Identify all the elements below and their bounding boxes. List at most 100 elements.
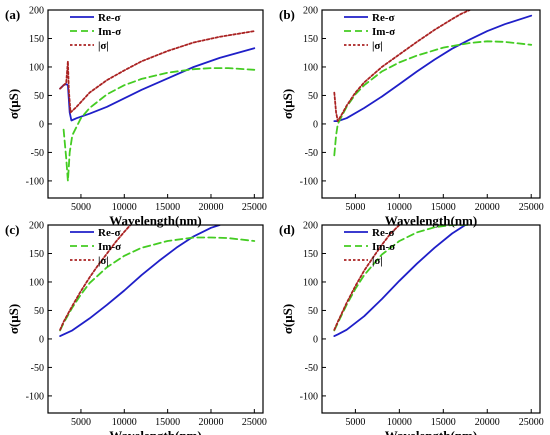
series-line bbox=[333, 225, 401, 331]
legend-entry: Re-σ bbox=[372, 227, 394, 239]
x-tick-label: 5000 bbox=[345, 202, 365, 213]
x-tick-label: 15000 bbox=[155, 417, 180, 428]
y-tick-label: 100 bbox=[29, 277, 44, 288]
series-line bbox=[59, 225, 221, 338]
legend-entry: Im-σ bbox=[98, 26, 121, 38]
x-tick-label: 10000 bbox=[387, 417, 412, 428]
panel-label: (b) bbox=[279, 7, 295, 22]
legend-entry: |σ| bbox=[372, 40, 383, 52]
x-tick-label: 25000 bbox=[519, 417, 544, 428]
y-tick-label: -50 bbox=[31, 363, 44, 374]
chart-panel: 5000 10000 15000 20000 25000 -100 -50 0 50 100 150… bbox=[5, 221, 267, 435]
legend: Re-σ Im-σ |σ| bbox=[344, 227, 395, 267]
y-tick-label: -50 bbox=[305, 363, 318, 374]
panel-label: (a) bbox=[5, 7, 20, 22]
panel-label: (c) bbox=[5, 222, 19, 237]
y-tick-label: 150 bbox=[303, 249, 318, 260]
x-tick-label: 5000 bbox=[71, 202, 91, 213]
y-tick-label: 150 bbox=[303, 34, 318, 45]
y-tick-label: 0 bbox=[313, 334, 318, 345]
legend-entry: |σ| bbox=[98, 40, 109, 52]
y-tick-label: -100 bbox=[300, 176, 318, 187]
series-group bbox=[59, 30, 256, 182]
y-tick-label: -50 bbox=[31, 148, 44, 159]
x-tick-label: 10000 bbox=[112, 417, 137, 428]
series-line bbox=[333, 225, 471, 332]
series-group bbox=[333, 225, 471, 338]
plot-frame bbox=[321, 224, 541, 414]
panel-label: (d) bbox=[279, 222, 295, 237]
legend: Re-σ Im-σ |σ| bbox=[70, 227, 121, 267]
y-axis-label: σ(μS) bbox=[280, 304, 295, 334]
y-tick-label: 150 bbox=[29, 34, 44, 45]
y-tick-label: 0 bbox=[39, 119, 44, 130]
x-tick-label: 20000 bbox=[198, 417, 223, 428]
plot-frame bbox=[321, 9, 541, 199]
plot-frame bbox=[47, 224, 264, 414]
y-tick-label: -100 bbox=[26, 176, 44, 187]
series-line bbox=[59, 30, 256, 114]
x-tick-label: 10000 bbox=[112, 202, 137, 213]
x-axis-label: Wavelength(nm) bbox=[109, 428, 201, 435]
x-tick-label: 10000 bbox=[387, 202, 412, 213]
y-tick-label: 50 bbox=[308, 306, 318, 317]
y-tick-label: 100 bbox=[29, 62, 44, 73]
series-line bbox=[62, 67, 256, 182]
x-tick-label: 20000 bbox=[198, 202, 223, 213]
y-tick-label: -100 bbox=[300, 391, 318, 402]
y-tick-label: -50 bbox=[305, 148, 318, 159]
legend-entry: Im-σ bbox=[372, 241, 395, 253]
y-tick-label: 100 bbox=[303, 277, 318, 288]
legend: Re-σ Im-σ |σ| bbox=[344, 12, 395, 52]
series-line bbox=[333, 14, 533, 122]
y-tick-label: 50 bbox=[34, 91, 44, 102]
y-tick-label: 150 bbox=[29, 249, 44, 260]
chart-panel: 5000 10000 15000 20000 25000 -100 -50 0 50 100 150… bbox=[5, 6, 267, 229]
series-line bbox=[59, 225, 132, 331]
x-tick-label: 25000 bbox=[519, 202, 544, 213]
x-tick-label: 15000 bbox=[431, 202, 456, 213]
chart-panel: 5000 10000 15000 20000 25000 -100 -50 0 50 100 150… bbox=[279, 221, 544, 435]
x-axis-label: Wavelength(nm) bbox=[385, 428, 477, 435]
legend: Re-σ Im-σ |σ| bbox=[70, 12, 121, 52]
legend-entry: Re-σ bbox=[98, 227, 120, 239]
y-tick-label: 200 bbox=[303, 221, 318, 232]
series-line bbox=[333, 40, 533, 157]
x-tick-label: 20000 bbox=[475, 417, 500, 428]
x-tick-label: 20000 bbox=[475, 202, 500, 213]
series-line bbox=[59, 236, 256, 332]
y-axis-label: σ(μS) bbox=[6, 304, 21, 334]
x-tick-label: 15000 bbox=[431, 417, 456, 428]
series-line bbox=[333, 10, 471, 122]
x-axis-label: Wavelength(nm) bbox=[385, 213, 477, 228]
y-tick-label: 100 bbox=[303, 62, 318, 73]
y-axis-label: σ(μS) bbox=[280, 89, 295, 119]
y-tick-label: 200 bbox=[303, 6, 318, 17]
y-tick-label: 0 bbox=[39, 334, 44, 345]
legend-entry: Re-σ bbox=[98, 12, 120, 24]
x-tick-label: 25000 bbox=[242, 202, 267, 213]
y-tick-label: -100 bbox=[26, 391, 44, 402]
y-axis-label: σ(μS) bbox=[6, 89, 21, 119]
y-tick-label: 0 bbox=[313, 119, 318, 130]
chart-panel: 5000 10000 15000 20000 25000 -100 -50 0 50 100 150… bbox=[279, 6, 544, 229]
x-tick-label: 5000 bbox=[71, 417, 91, 428]
plot-frame bbox=[47, 9, 264, 199]
legend-entry: Im-σ bbox=[98, 241, 121, 253]
legend-entry: |σ| bbox=[372, 255, 383, 267]
legend-entry: Re-σ bbox=[372, 12, 394, 24]
legend-entry: Im-σ bbox=[372, 26, 395, 38]
legend-entry: |σ| bbox=[98, 255, 109, 267]
y-tick-label: 200 bbox=[29, 6, 44, 17]
x-tick-label: 15000 bbox=[155, 202, 180, 213]
x-axis-label: Wavelength(nm) bbox=[109, 213, 201, 228]
series-group bbox=[333, 10, 533, 157]
y-tick-label: 200 bbox=[29, 221, 44, 232]
y-tick-label: 50 bbox=[34, 306, 44, 317]
y-tick-label: 50 bbox=[308, 91, 318, 102]
series-group bbox=[59, 225, 256, 338]
x-tick-label: 25000 bbox=[242, 417, 267, 428]
series-line bbox=[333, 225, 467, 338]
x-tick-label: 5000 bbox=[345, 417, 365, 428]
